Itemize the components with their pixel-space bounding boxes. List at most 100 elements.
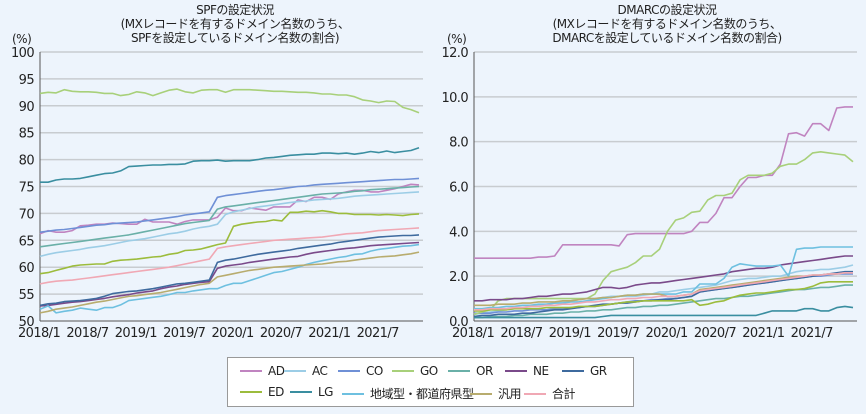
legend-item: GO: [392, 364, 438, 378]
legend-swatch: [470, 392, 492, 395]
legend-label: 合計: [552, 387, 576, 401]
dmarc-y-tick-label: 12.0: [441, 46, 468, 61]
dmarc-series-LG: [474, 305, 854, 319]
spf-series-AD: [39, 183, 420, 235]
spf-series-GR: [39, 234, 420, 307]
spf-x-tick-label: 2018/1: [18, 326, 60, 341]
legend-swatch: [290, 391, 312, 393]
legend-item: LG: [290, 385, 333, 399]
legend-item: GR: [562, 364, 607, 378]
spf-series-合計: [39, 227, 420, 285]
legend-label: CO: [366, 364, 383, 378]
spf-title-line-1: SPFの設定状況: [196, 3, 274, 17]
dmarc-series-GO: [473, 151, 854, 316]
spf-y-tick-label: 90: [19, 100, 35, 115]
spf-y-tick-label: 80: [19, 154, 35, 169]
dmarc-title-line-1: DMARCの設定状況: [617, 3, 717, 17]
spf-series-GO: [39, 88, 420, 114]
legend-label: GR: [590, 364, 607, 378]
spf-x-tick-label: 2018/7: [66, 326, 108, 341]
legend-label: ED: [268, 385, 284, 399]
legend-label: LG: [318, 385, 333, 399]
legend-label: NE: [533, 364, 549, 378]
legend-swatch: [562, 370, 584, 372]
legend-item: AD: [240, 364, 285, 378]
dmarc-y-tick-label: 8.0: [449, 136, 468, 151]
dmarc-x-tick-label: 2018/1: [452, 326, 494, 341]
spf-x-tick-label: 2021/1: [308, 326, 350, 341]
spf-y-tick-label: 55: [19, 288, 35, 303]
legend-item: ED: [240, 385, 284, 399]
dmarc-y-tick-label: 6.0: [449, 181, 468, 196]
dmarc-title-line-2: (MXレコードを有するドメイン名数のうち、: [552, 17, 782, 31]
dmarc-series-地域型・都道府県型: [474, 246, 853, 310]
legend-label: AC: [312, 364, 328, 378]
spf-chart-title: SPFの設定状況 (MXレコードを有するドメイン名数のうち、 SPFを設定してい…: [40, 3, 430, 45]
spf-y-tick-label: 50: [19, 315, 35, 330]
dmarc-series-GR: [473, 270, 853, 318]
legend-swatch: [524, 392, 546, 395]
dmarc-x-tick-label: 2020/7: [694, 326, 736, 341]
spf-series-地域型・都道府県型: [39, 243, 420, 314]
spf-series-LG: [40, 147, 420, 183]
dmarc-chart: 0.0 2.0 4.0 6.0 8.0 10.0 12.0 2018/1 2018/7 2019/…: [441, 46, 857, 341]
spf-x-tick-label: 2020/1: [212, 326, 254, 341]
dmarc-chart-title: DMARCの設定状況 (MXレコードを有するドメイン名数のうち、 DMARCを設…: [472, 3, 862, 45]
spf-x-tick-label: 2019/7: [163, 326, 205, 341]
dmarc-y-tick-label: 4.0: [449, 225, 468, 240]
spf-series-汎用: [39, 251, 420, 314]
legend-item: NE: [505, 364, 549, 378]
spf-y-unit: (%): [12, 32, 32, 46]
spf-series-AC: [39, 191, 420, 258]
spf-series-CO: [39, 177, 420, 233]
dmarc-y-tick-label: 2.0: [449, 270, 468, 285]
spf-y-tick-label: 70: [19, 207, 35, 222]
spf-x-tick-label: 2021/7: [357, 326, 399, 341]
legend-swatch: [448, 370, 470, 372]
legend-swatch: [338, 370, 360, 372]
spf-title-line-2: (MXレコードを有するドメイン名数のうち、: [120, 17, 350, 31]
legend-label: 汎用: [498, 387, 522, 401]
dmarc-title-line-3: DMARCを設定しているドメイン名数の割合): [552, 31, 782, 45]
dmarc-y-unit: (%): [447, 32, 467, 46]
legend: AD AC CO GO OR NE GR ED LG 地域型・都道府県型 汎用 合計: [227, 357, 634, 407]
spf-y-tick-label: 85: [19, 127, 35, 142]
legend-swatch: [392, 370, 414, 372]
legend-label: 地域型・都道府県型: [370, 387, 474, 401]
dmarc-y-tick-label: 0.0: [449, 315, 468, 330]
spf-series-OR: [39, 185, 420, 248]
spf-y-tick-label: 75: [19, 181, 35, 196]
legend-item: 合計: [524, 385, 576, 402]
dmarc-x-tick-label: 2018/7: [500, 326, 542, 341]
dmarc-y-tick-label: 10.0: [441, 91, 468, 106]
spf-y-tick-label: 95: [19, 73, 35, 88]
legend-swatch: [240, 370, 262, 372]
spf-y-tick-label: 60: [19, 261, 35, 276]
legend-item: OR: [448, 364, 493, 378]
spf-y-tick-label: 65: [19, 234, 35, 249]
dmarc-series-NE: [474, 255, 853, 302]
dmarc-x-tick-label: 2020/1: [646, 326, 688, 341]
legend-item: CO: [338, 364, 383, 378]
legend-label: OR: [476, 364, 493, 378]
legend-swatch: [284, 370, 306, 372]
spf-series-ED: [39, 209, 420, 275]
legend-label: GO: [420, 364, 438, 378]
spf-y-tick-label: 100: [11, 46, 34, 61]
dmarc-x-tick-label: 2019/7: [597, 326, 639, 341]
dmarc-series-AD: [474, 106, 853, 260]
dmarc-series-ED: [474, 280, 853, 312]
legend-item: AC: [284, 364, 328, 378]
dmarc-series-汎用: [474, 271, 853, 307]
dmarc-series-合計: [474, 271, 853, 311]
legend-swatch: [342, 392, 364, 395]
dmarc-x-tick-label: 2019/1: [549, 326, 591, 341]
dmarc-series-OR: [474, 284, 853, 319]
spf-chart: 50 55 60 65 70 75 80 85 90 95 100 2018/1 2018/7 2019/…: [11, 46, 423, 341]
legend-label: AD: [268, 364, 285, 378]
spf-x-tick-label: 2019/1: [115, 326, 157, 341]
legend-swatch: [240, 391, 262, 393]
legend-item: 汎用: [470, 385, 522, 402]
charts-canvas: 50 55 60 65 70 75 80 85 90 95 100 2018/1 2018/7 2019/…: [11, 46, 857, 341]
spf-x-tick-label: 2020/7: [260, 326, 302, 341]
